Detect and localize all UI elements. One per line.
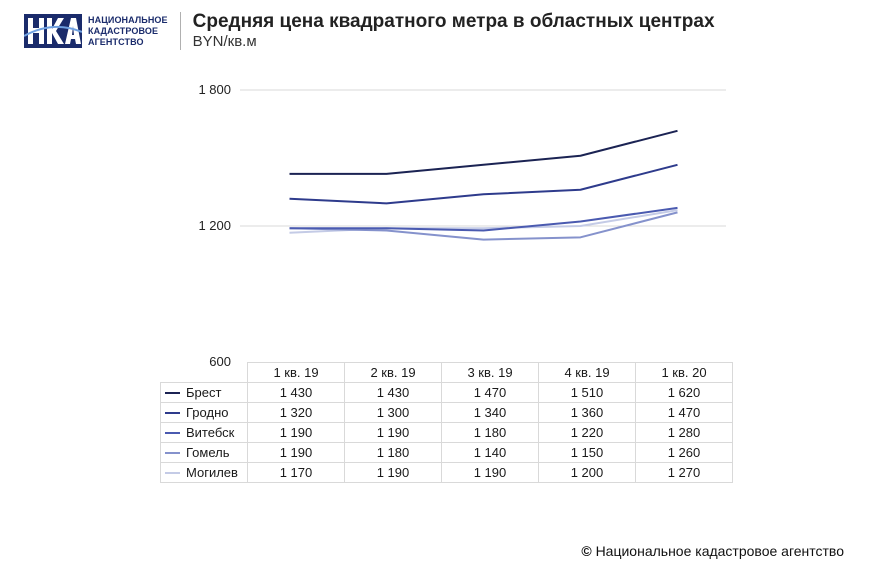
legend-swatch: [165, 451, 180, 454]
category-label: 1 кв. 19: [247, 362, 345, 383]
legend-entry: Гомель: [160, 442, 248, 463]
legend-swatch: [165, 431, 180, 434]
table-row: Гомель 1 190 1 180 1 140 1 150 1 260: [160, 442, 733, 463]
data-label: 1 190: [247, 442, 345, 463]
logo-line-1: НАЦИОНАЛЬНОЕ: [88, 14, 168, 25]
logo-line-2: КАДАСТРОВОЕ: [88, 25, 159, 36]
series-name: Могилев: [186, 465, 238, 480]
series-line: [289, 211, 678, 241]
y-axis-ticks: 600 1 200 1 800: [198, 82, 231, 369]
series-name: Гомель: [186, 445, 230, 460]
category-label: 3 кв. 19: [441, 362, 539, 383]
data-label: 1 360: [538, 402, 636, 423]
data-label: 1 170: [247, 462, 345, 483]
data-label: 1 260: [635, 442, 733, 463]
footer-credit: © Национальное кадастровое агентство: [581, 543, 844, 559]
legend-entry: Витебск: [160, 422, 248, 443]
series-name: Брест: [186, 385, 222, 400]
table-row: Брест 1 430 1 430 1 470 1 510 1 620: [160, 382, 733, 403]
data-label: 1 190: [247, 422, 345, 443]
y-tick-label: 1 800: [198, 82, 231, 97]
logo-text: НАЦИОНАЛЬНОЕ КАДАСТРОВОЕ АГЕНТСТВО: [88, 15, 168, 48]
table-corner: [161, 363, 248, 383]
data-label: 1 270: [635, 462, 733, 483]
data-label: 1 280: [635, 422, 733, 443]
data-label: 1 180: [344, 442, 442, 463]
legend-entry: Могилев: [160, 462, 248, 483]
copyright-icon: ©: [581, 543, 592, 559]
data-label: 1 190: [344, 462, 442, 483]
header-divider: [179, 12, 181, 50]
chart-subtitle: BYN/кв.м: [192, 33, 257, 50]
legend-entry: Гродно: [160, 402, 248, 423]
titles: Средняя цена квадратного метра в областн…: [193, 11, 715, 51]
series-name: Гродно: [186, 405, 229, 420]
data-label: 1 340: [441, 402, 539, 423]
category-label: 4 кв. 19: [538, 362, 636, 383]
legend-swatch: [165, 411, 180, 414]
data-label: 1 320: [247, 402, 345, 423]
table-row: Гродно 1 320 1 300 1 340 1 360 1 470: [160, 402, 733, 423]
y-tick-label: 1 200: [198, 218, 231, 233]
agency-logo: НАЦИОНАЛЬНОЕ КАДАСТРОВОЕ АГЕНТСТВО: [24, 14, 168, 48]
data-label: 1 620: [635, 382, 733, 403]
series-name: Витебск: [186, 425, 235, 440]
data-label: 1 300: [344, 402, 442, 423]
table-row: Могилев 1 170 1 190 1 190 1 200 1 270: [160, 462, 733, 483]
table-row: Витебск 1 190 1 190 1 180 1 220 1 280: [160, 422, 733, 443]
data-label: 1 220: [538, 422, 636, 443]
series-line: [289, 129, 678, 175]
y-tick-label: 600: [209, 354, 231, 369]
data-label: 1 430: [247, 382, 345, 403]
table-header-row: 1 кв. 19 2 кв. 19 3 кв. 19 4 кв. 19 1 кв…: [161, 362, 733, 383]
data-label: 1 430: [344, 382, 442, 403]
data-label: 1 200: [538, 462, 636, 483]
data-label: 1 190: [441, 462, 539, 483]
chart-title: Средняя цена квадратного метра в областн…: [192, 11, 715, 32]
footer-text: Национальное кадастровое агентство: [595, 543, 844, 559]
data-label: 1 510: [538, 382, 636, 403]
nka-logo-icon: [24, 14, 82, 48]
data-label: 1 190: [344, 422, 442, 443]
data-label: 1 180: [441, 422, 539, 443]
logo-line-3: АГЕНТСТВО: [88, 36, 144, 47]
data-label: 1 470: [635, 402, 733, 423]
data-label: 1 470: [441, 382, 539, 403]
series-lines: [289, 129, 678, 241]
legend-swatch: [165, 471, 180, 474]
category-label: 2 кв. 19: [344, 362, 442, 383]
data-label: 1 150: [538, 442, 636, 463]
data-label: 1 140: [441, 442, 539, 463]
data-table: 1 кв. 19 2 кв. 19 3 кв. 19 4 кв. 19 1 кв…: [160, 362, 733, 483]
series-line: [289, 163, 678, 205]
series-line: [289, 206, 678, 232]
category-label: 1 кв. 20: [635, 362, 733, 383]
legend-entry: Брест: [160, 382, 248, 403]
grid: [240, 89, 726, 227]
header: НАЦИОНАЛЬНОЕ КАДАСТРОВОЕ АГЕНТСТВО Средн…: [24, 10, 715, 52]
legend-swatch: [165, 391, 180, 394]
